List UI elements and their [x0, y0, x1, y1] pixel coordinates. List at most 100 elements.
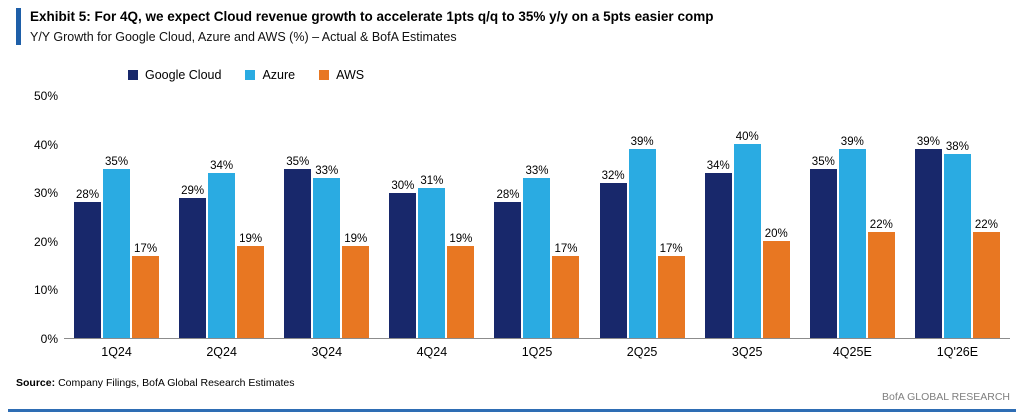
bar-group: 32% 39% 17% [590, 96, 695, 338]
legend-item: Google Cloud [128, 68, 221, 82]
x-axis-category-label: 3Q24 [311, 345, 343, 359]
bar-value-label: 38% [945, 141, 969, 154]
bar-group: 30% 31% 19% [379, 96, 484, 338]
bar-value-label: 22% [974, 218, 998, 231]
bar-azure [103, 168, 131, 338]
bar-column: 35% [284, 96, 312, 338]
legend-swatch [319, 70, 330, 80]
bar-value-label: 20% [764, 228, 788, 241]
bar-group: 28% 35% 17% [64, 96, 169, 338]
bar-value-label: 17% [134, 242, 158, 255]
bar-column: 28% [74, 96, 102, 338]
title-accent-bar [16, 8, 21, 46]
bar-value-label: 35% [286, 155, 310, 168]
bar-value-label: 39% [840, 136, 864, 149]
bottom-rule [8, 409, 1016, 412]
bar-google-cloud [284, 168, 312, 338]
bar-group: 34% 40% 20% [695, 96, 800, 338]
bar-column: 31% [418, 96, 446, 338]
bar-aws [867, 231, 895, 338]
bar-value-label: 39% [630, 136, 654, 149]
x-axis-category-label: 4Q25E [832, 345, 872, 359]
bar-column: 33% [523, 96, 551, 338]
bar-azure [943, 154, 971, 338]
bar-column: 19% [237, 96, 265, 338]
source-text: Company Filings, BofA Global Research Es… [58, 377, 295, 389]
title-block: Exhibit 5: For 4Q, we expect Cloud reven… [30, 8, 713, 45]
bar-google-cloud [914, 149, 942, 338]
bar-value-label: 32% [601, 170, 625, 183]
bar-group: 28% 33% 17% [484, 96, 589, 338]
bar-column: 35% [809, 96, 837, 338]
bar-google-cloud [809, 168, 837, 338]
x-axis-category-label: 4Q24 [416, 345, 448, 359]
bar-value-label: 31% [420, 174, 444, 187]
bar-azure [313, 178, 341, 338]
exhibit-subtitle: Y/Y Growth for Google Cloud, Azure and A… [30, 30, 457, 45]
legend-label: Azure [262, 68, 296, 82]
bar-column: 17% [657, 96, 685, 338]
bar-azure [523, 178, 551, 338]
bar-aws [237, 246, 265, 338]
legend-label: AWS [336, 68, 365, 82]
bar-value-label: 33% [525, 165, 549, 178]
bar-column: 29% [179, 96, 207, 338]
plot-groups: 28% 35% 17% 29% 34% 19% 35% 33% 19% 30% 31% 19% 28% 3… [64, 96, 1010, 339]
bar-aws [762, 241, 790, 338]
bar-google-cloud [494, 202, 522, 338]
bar-azure [418, 187, 446, 338]
bar-value-label: 19% [344, 233, 368, 246]
bar-group: 35% 33% 19% [274, 96, 379, 338]
legend-label: Google Cloud [145, 68, 222, 82]
bar-value-label: 34% [706, 160, 730, 173]
bar-column: 39% [838, 96, 866, 338]
bar-value-label: 30% [391, 179, 415, 192]
bar-aws [447, 246, 475, 338]
bar-value-label: 17% [659, 242, 683, 255]
bar-value-label: 35% [811, 155, 835, 168]
y-tick-label: 40% [33, 137, 58, 152]
y-tick-label: 0% [40, 332, 58, 346]
x-axis-category-label: 1Q25 [521, 345, 553, 359]
bar-column: 39% [628, 96, 656, 338]
bar-group: 35% 39% 22% [800, 96, 905, 338]
y-tick-label: 10% [33, 283, 58, 298]
bar-value-label: 19% [239, 233, 263, 246]
bar-column: 19% [342, 96, 370, 338]
bar-column: 28% [494, 96, 522, 338]
bar-column: 32% [599, 96, 627, 338]
bar-aws [972, 231, 1000, 338]
bar-value-label: 28% [76, 189, 100, 202]
bar-column: 39% [914, 96, 942, 338]
legend-swatch [128, 70, 138, 80]
legend-item: Azure [245, 68, 295, 82]
bar-google-cloud [179, 197, 207, 338]
bar-azure [208, 173, 236, 338]
bar-column: 38% [943, 96, 971, 338]
bar-aws [342, 246, 370, 338]
exhibit-title: Exhibit 5: For 4Q, we expect Cloud reven… [30, 9, 714, 24]
y-tick-label: 20% [33, 234, 58, 249]
legend-swatch [245, 70, 256, 80]
bar-value-label: 17% [554, 242, 578, 255]
bar-value-label: 29% [181, 184, 205, 197]
bar-column: 17% [132, 96, 160, 338]
bar-value-label: 35% [105, 155, 129, 168]
bar-google-cloud [599, 183, 627, 338]
bar-column: 40% [733, 96, 761, 338]
bar-google-cloud [704, 173, 732, 338]
bar-value-label: 33% [315, 165, 339, 178]
bar-google-cloud [389, 192, 417, 338]
bar-column: 34% [208, 96, 236, 338]
bar-column: 35% [103, 96, 131, 338]
bar-column: 34% [704, 96, 732, 338]
x-axis-category-label: 1Q'26E [936, 345, 979, 359]
bar-group: 39% 38% 22% [905, 96, 1010, 338]
bar-column: 17% [552, 96, 580, 338]
legend: Google Cloud Azure AWS [128, 68, 364, 82]
bar-azure [733, 144, 761, 338]
header: Exhibit 5: For 4Q, we expect Cloud reven… [16, 8, 713, 46]
y-tick-label: 30% [33, 186, 58, 201]
brand-label: BofA GLOBAL RESEARCH [882, 391, 1010, 403]
bar-aws [552, 255, 580, 338]
